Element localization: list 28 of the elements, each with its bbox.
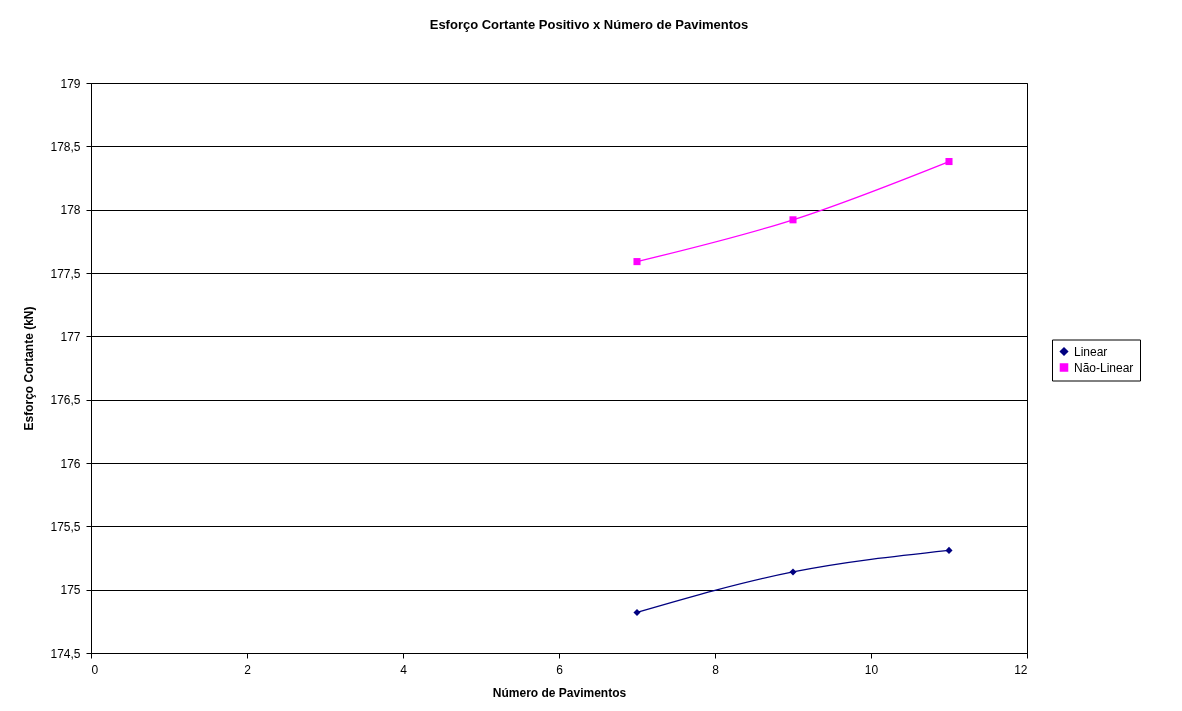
x-tick-label: 4 [400, 662, 408, 677]
y-tick-label: 177,5 [50, 266, 81, 281]
point [789, 216, 797, 224]
y-tick-label: 178,5 [50, 139, 81, 154]
y-tick-label: 177 [60, 329, 81, 344]
y-tick-label: 178 [60, 203, 81, 218]
legend-label: Não-Linear [1074, 360, 1134, 375]
point [945, 546, 953, 554]
y-axis-title: Esforço Cortante (kN) [22, 306, 37, 431]
y-tick-label: 175 [60, 583, 81, 598]
legend-label: Linear [1074, 344, 1108, 359]
point [789, 568, 797, 576]
chart-title: Esforço Cortante Positivo x Número de Pavimentos [429, 17, 749, 32]
y-tick-label: 179 [60, 76, 81, 91]
y-tick-label: 176 [60, 456, 81, 471]
y-tick-label: 176,5 [50, 393, 81, 408]
x-tick-label: 2 [244, 662, 252, 677]
point [945, 158, 953, 166]
y-tick-label: 174,5 [50, 646, 81, 661]
x-axis-title: Número de Pavimentos [492, 685, 627, 700]
x-tick-label: 0 [91, 662, 99, 677]
x-tick-label: 8 [712, 662, 720, 677]
point [633, 258, 641, 266]
x-tick-label: 6 [556, 662, 564, 677]
point [633, 608, 641, 616]
x-tick-label: 12 [1014, 662, 1028, 677]
y-tick-label: 175,5 [50, 519, 81, 534]
x-tick-label: 10 [864, 662, 879, 677]
